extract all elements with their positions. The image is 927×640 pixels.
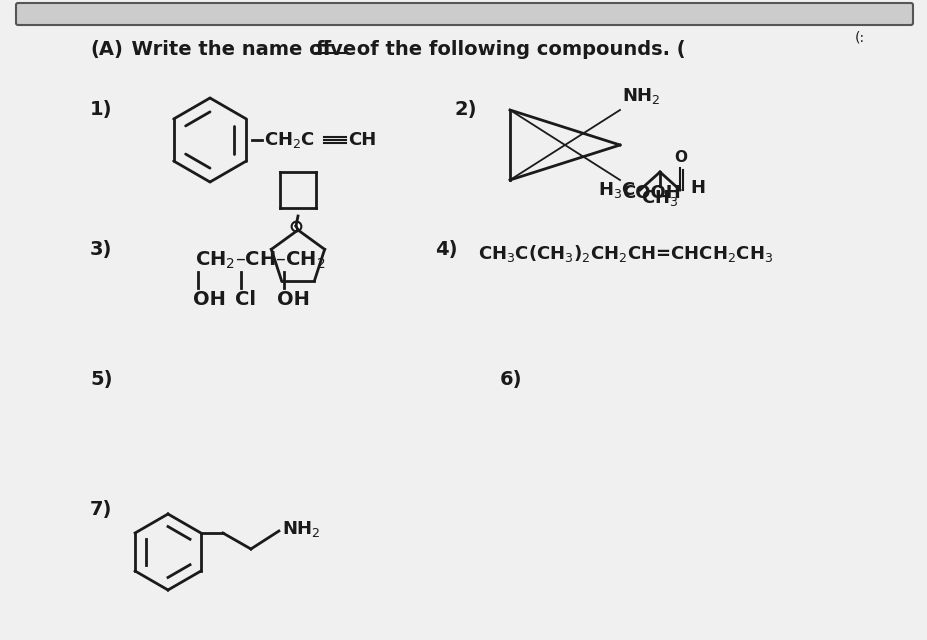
Text: 6): 6) — [500, 370, 522, 389]
Text: NH$_2$: NH$_2$ — [282, 519, 320, 539]
FancyBboxPatch shape — [16, 3, 912, 25]
Text: 1): 1) — [90, 100, 112, 119]
Text: COOH: COOH — [621, 184, 680, 202]
Text: CH$_3$: CH$_3$ — [641, 188, 678, 208]
Text: Write the name of: Write the name of — [118, 40, 337, 59]
Text: NH$_2$: NH$_2$ — [621, 86, 660, 106]
Text: CH$_3$C(CH$_3$)$_2$CH$_2$CH=CHCH$_2$CH$_3$: CH$_3$C(CH$_3$)$_2$CH$_2$CH=CHCH$_2$CH$_… — [477, 243, 772, 264]
Text: CH$_2$C: CH$_2$C — [263, 130, 314, 150]
Text: (:: (: — [854, 30, 864, 44]
Text: 4): 4) — [435, 240, 457, 259]
Text: 2): 2) — [454, 100, 477, 119]
Text: of the following compounds. (: of the following compounds. ( — [349, 40, 685, 59]
Text: five: five — [316, 40, 357, 59]
Text: H: H — [690, 179, 705, 197]
Text: (A): (A) — [90, 40, 122, 59]
Text: H$_3$C: H$_3$C — [597, 180, 635, 200]
Text: CH$_2$–CH–CH$_2$: CH$_2$–CH–CH$_2$ — [195, 250, 324, 271]
Text: Cl: Cl — [235, 290, 256, 309]
Text: 5): 5) — [90, 370, 112, 389]
Text: CH: CH — [348, 131, 375, 149]
Text: O: O — [674, 150, 687, 165]
Text: OH: OH — [276, 290, 310, 309]
Text: 3): 3) — [90, 240, 112, 259]
Text: 7): 7) — [90, 500, 112, 519]
Text: OH: OH — [193, 290, 225, 309]
